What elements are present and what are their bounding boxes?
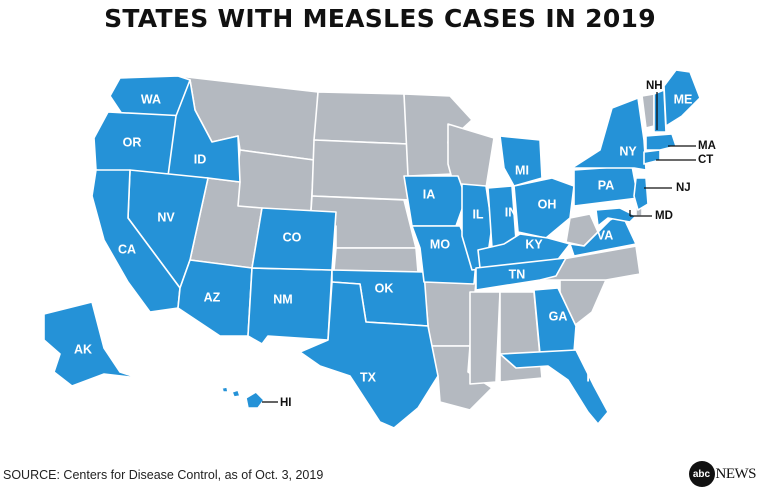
- label-ny: NY: [619, 144, 637, 158]
- label-tx: TX: [360, 370, 377, 384]
- state-mi: [499, 135, 543, 187]
- source-note: SOURCE: Centers for Disease Control, as …: [3, 468, 324, 482]
- label-wa: WA: [141, 92, 161, 106]
- label-mo: MO: [430, 237, 450, 251]
- label-ia: IA: [423, 187, 436, 201]
- abc-news-logo: abc NEWS: [688, 461, 757, 487]
- state-nd: [313, 91, 409, 145]
- callout-nj: NJ: [676, 182, 691, 194]
- state-tn: [475, 257, 567, 291]
- label-tn: TN: [509, 267, 526, 281]
- label-oh: OH: [538, 197, 557, 211]
- state-ny: [571, 97, 647, 171]
- label-or: OR: [123, 135, 142, 149]
- state-sd: [311, 139, 413, 201]
- label-id: ID: [194, 152, 207, 166]
- label-co: CO: [283, 230, 302, 244]
- callout-ma: MA: [698, 140, 716, 152]
- label-nm: NM: [273, 292, 292, 306]
- label-ga: GA: [549, 309, 568, 323]
- callout-md: MD: [655, 210, 673, 222]
- state-hi: [245, 391, 265, 409]
- state-ma: [645, 133, 677, 151]
- label-mi: MI: [515, 163, 529, 177]
- label-va: VA: [597, 228, 613, 242]
- state-hi-small-2: [221, 386, 229, 393]
- state-vt: [641, 93, 655, 129]
- state-ar: [423, 281, 477, 347]
- state-nj: [633, 177, 649, 211]
- label-ak: AK: [74, 342, 92, 356]
- label-ky: KY: [525, 237, 543, 251]
- state-tx: [299, 281, 439, 429]
- label-az: AZ: [204, 290, 221, 304]
- abc-logo-mark: abc: [688, 461, 715, 487]
- state-id: [167, 79, 241, 183]
- state-fl: [499, 349, 609, 425]
- label-me: ME: [674, 92, 693, 106]
- label-il: IL: [472, 207, 483, 221]
- state-ia: [403, 175, 467, 227]
- state-labels: WA OR ID NV CA AZ NM CO OK TX IA MO IL I…: [74, 92, 692, 384]
- states-with-cases: [43, 69, 701, 429]
- state-md: [595, 207, 637, 227]
- state-hi-small-1: [231, 389, 241, 398]
- state-ca: [91, 169, 181, 313]
- callouts: NH MA CT NJ MD HI: [262, 80, 716, 409]
- map-title: STATES WITH MEASLES CASES IN 2019: [104, 4, 656, 33]
- callout-nh: NH: [646, 80, 663, 92]
- state-me: [663, 69, 701, 127]
- label-pa: PA: [598, 178, 614, 192]
- abc-logo-word: NEWS: [715, 465, 757, 482]
- label-ca: CA: [118, 242, 136, 256]
- label-nv: NV: [157, 210, 175, 224]
- state-ak: [43, 301, 139, 387]
- state-oh: [513, 177, 575, 239]
- states-without-cases: [177, 75, 655, 411]
- callout-ct: CT: [698, 154, 713, 166]
- callout-hi: HI: [280, 397, 292, 409]
- label-fl: FL: [586, 370, 602, 384]
- label-ok: OK: [375, 281, 394, 295]
- label-in: IN: [505, 205, 518, 219]
- state-ga: [533, 287, 577, 355]
- state-ms: [469, 291, 501, 385]
- state-ct: [643, 149, 661, 165]
- state-mo: [411, 225, 477, 285]
